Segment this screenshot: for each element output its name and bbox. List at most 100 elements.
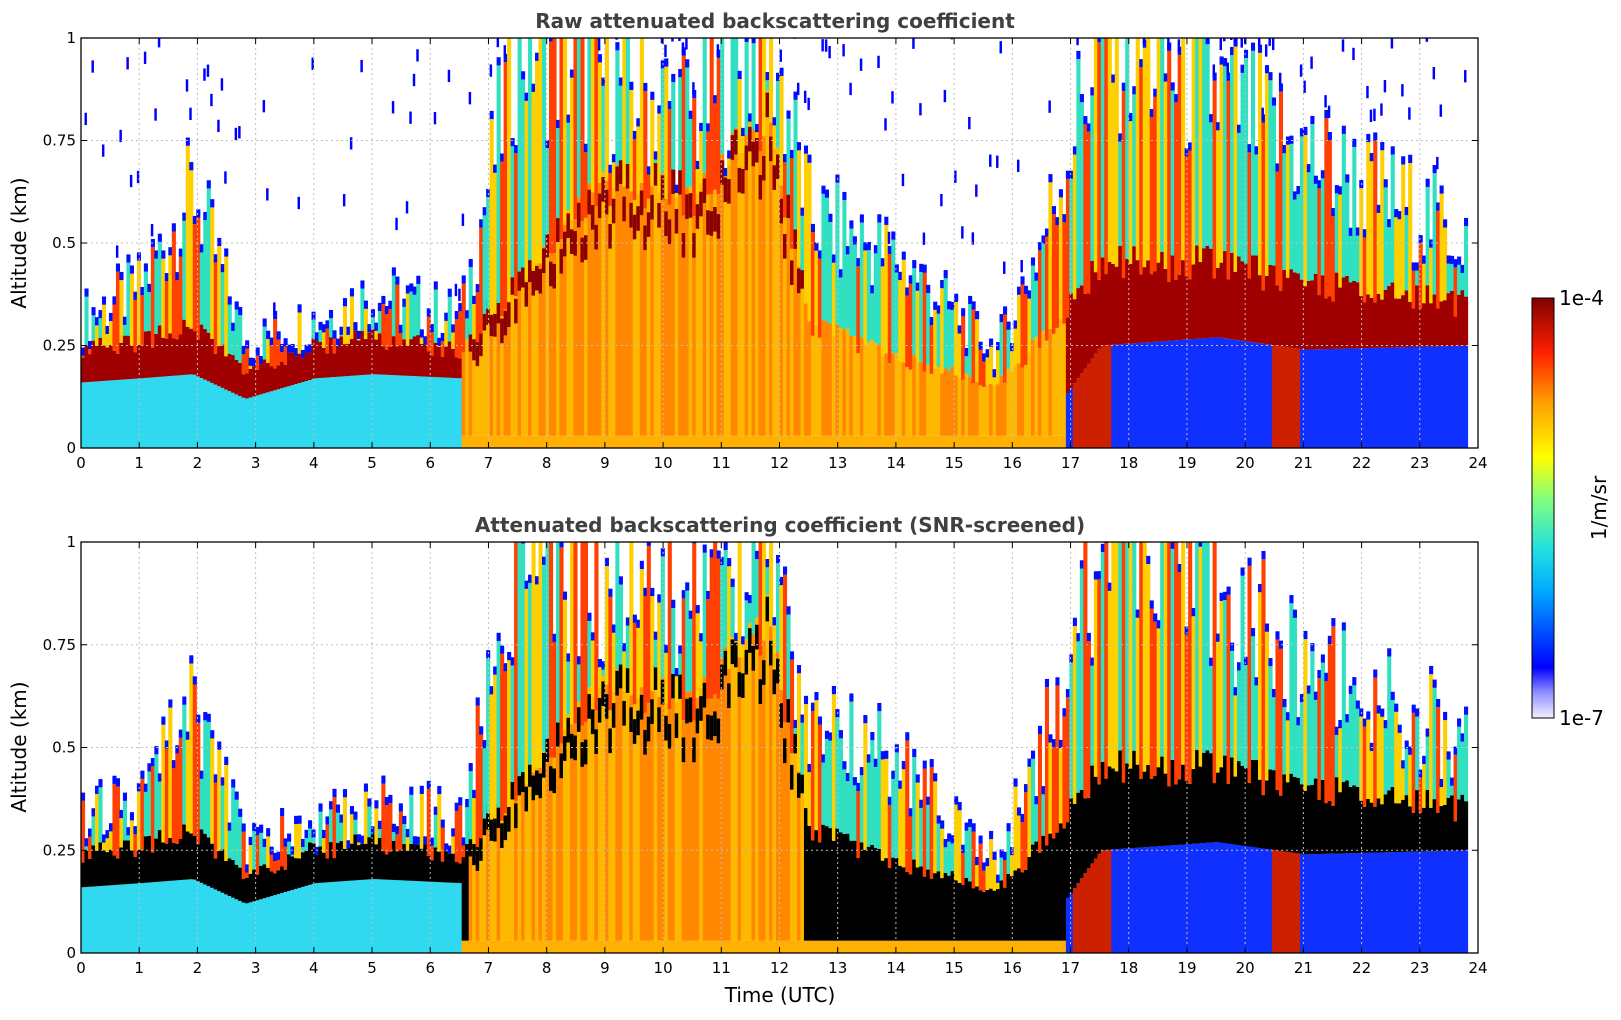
heatmap-cell <box>102 381 106 448</box>
heatmap-cell <box>1045 687 1049 845</box>
heatmap-cell <box>1174 784 1178 845</box>
heatmap-cell <box>399 803 403 811</box>
heatmap-cell <box>200 829 204 883</box>
heatmap-cell <box>947 309 951 371</box>
heatmap-cell <box>1307 281 1311 350</box>
heatmap-cell <box>357 339 361 340</box>
heatmap-cell <box>1426 851 1430 953</box>
heatmap-cell <box>130 346 134 379</box>
heatmap-cell <box>1083 873 1087 953</box>
heatmap-cell <box>860 842 864 940</box>
heatmap-cell <box>1433 680 1437 688</box>
heatmap-cell <box>1013 870 1017 940</box>
heatmap-cell <box>444 882 448 953</box>
x-tick-label: 2 <box>193 454 203 472</box>
heatmap-cell <box>1230 844 1234 953</box>
heatmap-cell <box>1335 777 1339 853</box>
heatmap-cell <box>828 732 832 740</box>
heatmap-cell <box>1157 341 1161 448</box>
heatmap-cell <box>1422 347 1426 448</box>
heatmap-cell <box>989 831 993 839</box>
heatmap-cell <box>1000 880 1004 940</box>
heatmap-cell <box>811 436 815 448</box>
heatmap-cell <box>1272 345 1276 448</box>
heatmap-cell <box>605 566 609 685</box>
heatmap-cell <box>332 339 336 354</box>
heatmap-cell <box>270 367 274 392</box>
heatmap-cell <box>675 713 679 738</box>
heatmap-cell <box>315 340 319 378</box>
heatmap-cell <box>416 284 420 335</box>
heatmap-cell <box>1202 248 1206 338</box>
x-tick-label: 21 <box>1294 959 1313 977</box>
heatmap-cell <box>469 92 471 104</box>
heatmap-cell <box>1289 144 1293 269</box>
heatmap-cell <box>1209 249 1213 338</box>
heatmap-cell <box>399 325 403 333</box>
heatmap-cell <box>1167 542 1171 786</box>
heatmap-cell <box>898 272 902 280</box>
heatmap-cell <box>1349 787 1353 853</box>
heatmap-cell <box>483 314 487 436</box>
heatmap-cell <box>1227 81 1231 279</box>
heatmap-cell <box>325 329 329 354</box>
heatmap-cell <box>1349 853 1353 953</box>
heatmap-cell <box>566 714 570 940</box>
heatmap-cell <box>242 879 246 903</box>
heatmap-cell <box>266 331 270 339</box>
heatmap-cell <box>1370 161 1374 298</box>
heatmap-cell <box>151 766 155 852</box>
heatmap-cell <box>1090 261 1094 359</box>
heatmap-cell <box>434 848 438 882</box>
heatmap-cell <box>175 375 179 448</box>
heatmap-cell <box>98 318 102 338</box>
heatmap-cell <box>196 723 200 844</box>
heatmap-cell <box>1251 51 1255 256</box>
heatmap-cell <box>339 881 343 953</box>
heatmap-cell <box>154 882 158 953</box>
heatmap-cell <box>563 436 567 448</box>
heatmap-cell <box>298 197 300 209</box>
heatmap-cell <box>238 307 242 315</box>
heatmap-cell <box>811 232 815 336</box>
heatmap-cell <box>1237 845 1241 953</box>
heatmap-cell <box>305 838 309 851</box>
heatmap-cell <box>130 175 132 187</box>
heatmap-cell <box>200 244 204 252</box>
heatmap-cell <box>1443 805 1447 851</box>
heatmap-cell <box>133 300 137 352</box>
heatmap-cell <box>888 797 892 805</box>
heatmap-cell <box>912 860 916 941</box>
heatmap-cell <box>615 167 619 192</box>
heatmap-cell <box>870 740 874 845</box>
heatmap-cell <box>228 859 232 896</box>
heatmap-cell <box>1324 110 1328 118</box>
heatmap-cell <box>476 436 480 448</box>
heatmap-cell <box>804 696 808 704</box>
heatmap-cell <box>832 436 836 448</box>
heatmap-cell <box>720 154 724 436</box>
heatmap-cell <box>346 848 350 880</box>
heatmap-cell <box>1454 259 1458 267</box>
heatmap-cell <box>168 376 172 448</box>
heatmap-cell <box>217 120 219 132</box>
heatmap-cell <box>1370 803 1374 853</box>
heatmap-cell <box>1440 851 1444 953</box>
heatmap-cell <box>717 44 719 56</box>
panel-screened: Attenuated backscattering coefficient (S… <box>7 513 1488 1007</box>
y-tick-label: 0.25 <box>43 337 76 355</box>
heatmap-cell <box>958 941 962 953</box>
heatmap-cell <box>1020 260 1022 272</box>
heatmap-cell <box>863 715 867 723</box>
heatmap-cell <box>360 331 364 375</box>
heatmap-cell <box>626 617 630 625</box>
heatmap-cell <box>409 112 411 124</box>
heatmap-cell <box>329 882 333 953</box>
heatmap-cell <box>849 229 853 336</box>
heatmap-cell <box>696 161 700 169</box>
heatmap-cell <box>566 662 570 715</box>
x-tick-label: 1 <box>134 959 144 977</box>
heatmap-cell <box>1338 349 1342 448</box>
heatmap-cell <box>249 369 253 397</box>
heatmap-cell <box>465 339 469 435</box>
